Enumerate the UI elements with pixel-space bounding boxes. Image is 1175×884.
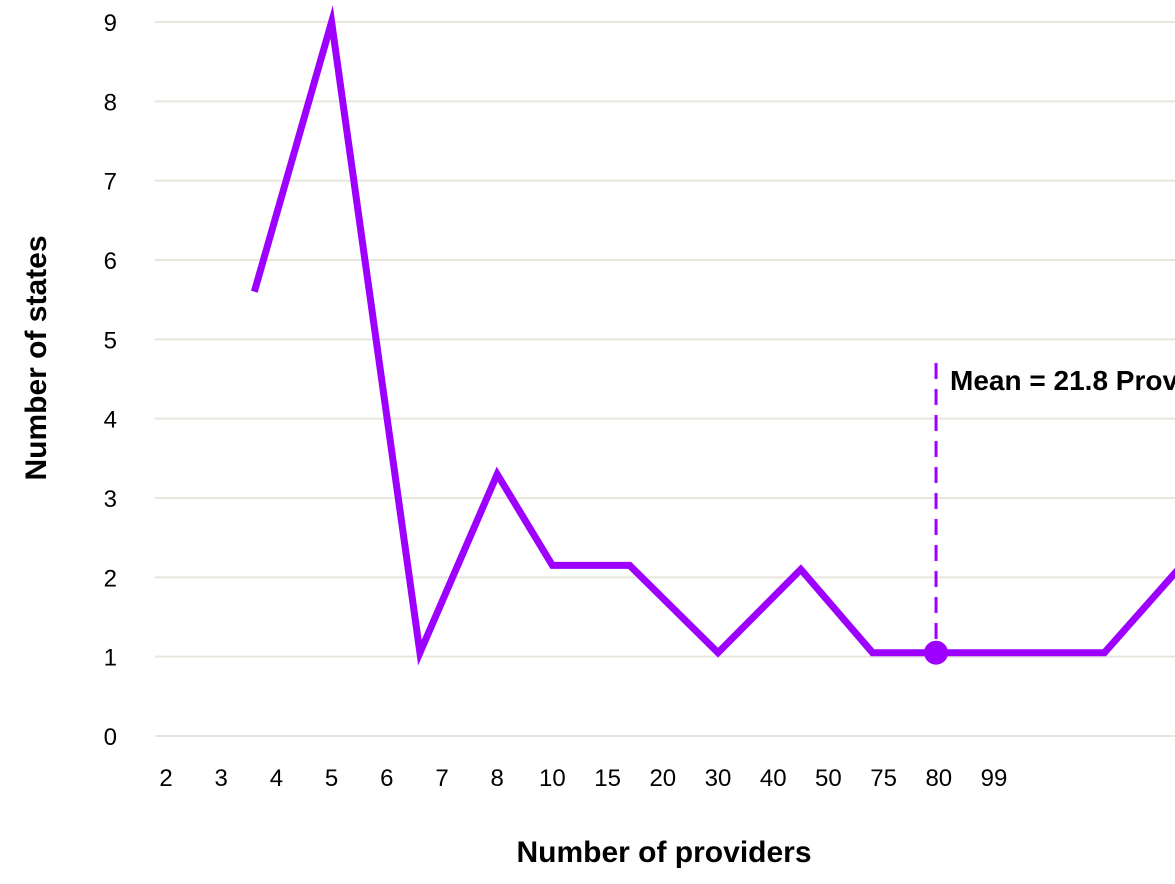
y-tick-label: 6 — [104, 248, 117, 275]
x-tick-label: 6 — [380, 765, 393, 792]
x-tick-label: 75 — [870, 765, 897, 792]
x-tick-label: 10 — [539, 765, 566, 792]
mean-annotation: Mean = 21.8 Providers — [950, 365, 1175, 396]
x-tick-label: 3 — [215, 765, 228, 792]
y-tick-label: 5 — [104, 327, 117, 354]
x-tick-label: 15 — [594, 765, 621, 792]
y-tick-label: 1 — [104, 645, 117, 672]
x-tick-label: 5 — [325, 765, 338, 792]
y-tick-labels: 0 1 2 3 4 5 6 7 8 9 — [104, 10, 117, 751]
x-tick-label: 8 — [491, 765, 504, 792]
y-tick-label: 2 — [104, 565, 117, 592]
x-tick-label: 20 — [649, 765, 676, 792]
x-tick-label: 99 — [981, 765, 1008, 792]
x-tick-label: 40 — [760, 765, 787, 792]
y-tick-label: 9 — [104, 10, 117, 37]
y-tick-label: 0 — [104, 724, 117, 751]
y-axis-title: Number of states — [20, 235, 53, 480]
x-tick-label: 7 — [435, 765, 448, 792]
y-tick-label: 3 — [104, 486, 117, 513]
mean-point — [924, 640, 949, 665]
y-tick-label: 4 — [104, 407, 117, 434]
y-tick-label: 7 — [104, 169, 117, 196]
x-tick-label: 4 — [270, 765, 283, 792]
grid-lines — [155, 21, 1175, 737]
x-tick-label: 80 — [925, 765, 952, 792]
x-tick-label: 2 — [159, 765, 172, 792]
x-tick-label: 30 — [705, 765, 732, 792]
series-line — [250, 5, 1175, 666]
y-tick-label: 8 — [104, 89, 117, 116]
x-tick-label: 50 — [815, 765, 842, 792]
x-tick-labels: 2 3 4 5 6 7 8 10 15 20 30 40 50 75 80 99 — [159, 765, 1007, 792]
x-axis-title: Number of providers — [516, 836, 811, 869]
